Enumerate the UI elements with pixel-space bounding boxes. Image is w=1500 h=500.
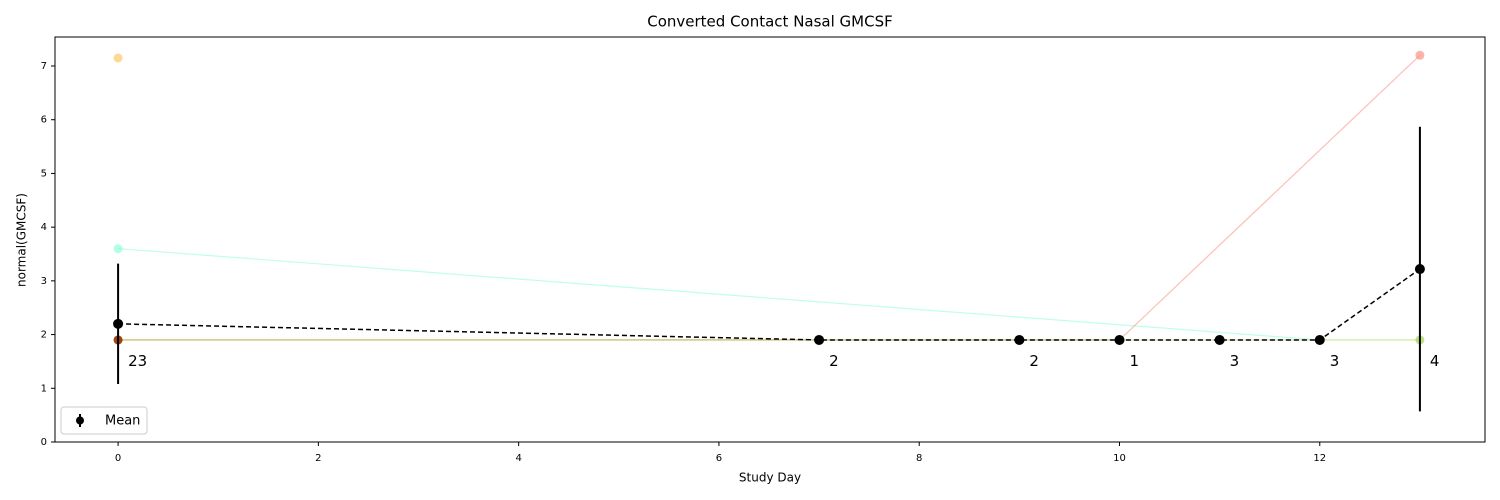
y-tick-label: 5 [41,168,47,179]
count-label: 2 [829,352,839,370]
legend-label: Mean [105,414,140,429]
x-axis-label: Study Day [739,471,801,485]
x-tick-label: 12 [1313,453,1326,464]
count-label: 23 [128,352,147,370]
y-tick-label: 1 [41,383,47,394]
subject-point [1415,50,1425,60]
subject-point [113,53,123,63]
y-axis-label: normal(GMCSF) [15,193,29,287]
subject-line [118,248,1320,341]
legend-box [60,406,148,435]
x-tick-label: 10 [1113,453,1126,464]
subject-line [1119,54,1421,341]
subject-point [113,244,123,254]
y-tick-label: 6 [41,115,47,126]
count-label: 3 [1330,352,1340,370]
x-tick-label: 6 [716,453,722,464]
count-label: 3 [1230,352,1240,370]
count-label: 2 [1029,352,1039,370]
y-tick-label: 4 [41,222,47,233]
mean-point [1214,334,1225,345]
y-tick-label: 3 [41,276,47,287]
mean-point [1014,334,1025,345]
mean-line [118,268,1421,341]
x-tick-label: 2 [315,453,321,464]
y-tick-label: 2 [41,330,47,341]
legend: Mean [60,406,148,435]
y-tick-label: 7 [41,61,47,72]
mean-point [1414,264,1425,275]
mean-point [113,318,124,329]
x-tick-label: 4 [515,453,521,464]
chart-title: Converted Contact Nasal GMCSF [647,13,893,31]
plot-area [54,36,1486,443]
count-label: 4 [1430,352,1440,370]
x-tick-label: 8 [916,453,922,464]
mean-point [1114,334,1125,345]
count-label: 1 [1129,352,1139,370]
x-tick-label: 0 [115,453,121,464]
mean-point [814,334,825,345]
legend-swatch [76,416,84,425]
y-tick-label: 0 [41,437,47,448]
mean-point [1314,334,1325,345]
